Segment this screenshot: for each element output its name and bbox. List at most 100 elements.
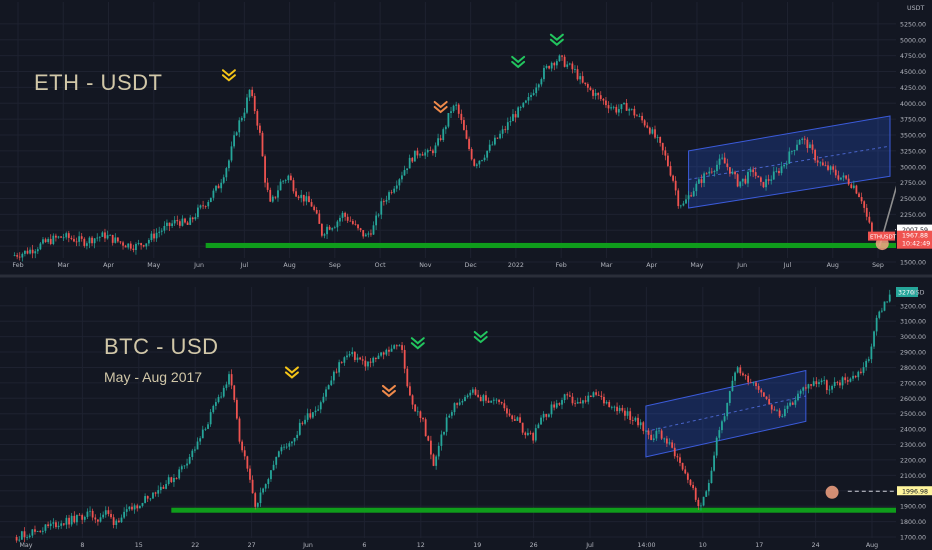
eth-candle-body: [700, 179, 703, 183]
btc-candle-body: [844, 377, 847, 381]
eth-candle-body: [628, 109, 631, 111]
btc-candle-body: [123, 511, 126, 518]
btc-candle-body: [298, 422, 301, 435]
btc-candle-body: [786, 405, 789, 409]
eth-candle-body: [36, 249, 39, 252]
eth-last-price-label: 1967.88: [902, 233, 928, 240]
eth-candle-body: [759, 177, 762, 182]
eth-candle-body: [220, 182, 223, 189]
btc-candle-body: [388, 349, 390, 352]
btc-candle-body: [241, 441, 244, 451]
btc-candle-body: [527, 432, 529, 436]
btc-x-tick-label: Jun: [302, 542, 313, 549]
eth-candle-body: [341, 212, 344, 218]
btc-candle-body: [836, 381, 839, 383]
eth-candle-body: [173, 220, 176, 224]
eth-chevron-stroke: [433, 100, 448, 109]
btc-candle-body: [94, 517, 97, 520]
eth-candle-body: [145, 243, 148, 247]
btc-candle-body: [86, 511, 89, 517]
btc-candle-body: [41, 530, 44, 532]
eth-candle-body: [287, 175, 290, 181]
eth-chart-title: ETH - USDT: [34, 70, 163, 95]
eth-candle-body: [682, 203, 685, 206]
eth-candle-body: [819, 162, 822, 164]
btc-candle-body: [810, 384, 812, 386]
eth-y-tick-label: 3000.00: [900, 164, 926, 171]
btc-candle-body: [188, 456, 191, 464]
btc-candle-body: [62, 523, 65, 525]
eth-candle-body: [271, 196, 274, 202]
eth-candle-body: [96, 237, 99, 239]
btc-candle-body: [673, 447, 676, 457]
btc-candle-body: [797, 393, 799, 401]
eth-candle-body: [858, 193, 860, 198]
btc-candle-body: [534, 428, 537, 441]
eth-candle-body: [191, 217, 194, 220]
btc-candle-body: [91, 510, 94, 518]
eth-candle-body: [277, 190, 279, 198]
eth-candle-body: [615, 106, 618, 113]
eth-countdown-label: 10:42:49: [902, 241, 930, 248]
btc-x-tick-label: 19: [473, 542, 481, 549]
btc-candle-body: [414, 404, 417, 412]
eth-candle-body: [357, 224, 359, 229]
btc-candle-body: [710, 470, 713, 484]
eth-candle-body: [625, 102, 628, 111]
eth-candle-body: [827, 165, 829, 170]
eth-candle-body: [313, 206, 316, 211]
eth-candle-body: [475, 164, 478, 166]
btc-candle-body: [540, 417, 542, 425]
eth-candle-body: [225, 168, 228, 178]
btc-candle-body: [665, 438, 668, 444]
btc-candle-body: [684, 469, 687, 474]
eth-candle-body: [803, 138, 806, 140]
btc-y-tick-label: 2900.00: [900, 350, 926, 357]
btc-chevron-stroke: [410, 337, 425, 345]
eth-candle-body: [67, 233, 70, 238]
btc-candle-body: [204, 428, 207, 430]
btc-candle-body: [768, 399, 771, 405]
eth-candle-body: [739, 181, 742, 187]
eth-candle-body: [455, 104, 458, 106]
eth-candle-body: [437, 138, 439, 146]
btc-candle-body: [799, 390, 802, 394]
eth-candle-body: [49, 238, 52, 244]
btc-candle-body: [325, 389, 327, 397]
eth-candle-body: [419, 154, 421, 156]
btc-chevron-marker: [473, 330, 488, 344]
btc-candle-body: [755, 382, 757, 387]
btc-candle-body: [773, 409, 776, 411]
btc-candle-body: [804, 387, 807, 389]
btc-candle-body: [430, 440, 432, 455]
eth-candle-body: [620, 104, 623, 110]
btc-candle-body: [445, 417, 448, 432]
btc-x-tick-label: 15: [135, 542, 143, 549]
eth-y-tick-label: 4750.00: [900, 53, 926, 60]
btc-candle-body: [553, 404, 556, 408]
eth-candle-body: [605, 100, 607, 106]
btc-candle-body: [783, 408, 786, 417]
eth-candle-body: [370, 233, 372, 235]
btc-candle-body: [566, 394, 569, 396]
btc-candle-body: [52, 522, 55, 524]
btc-candle-body: [199, 438, 202, 442]
btc-candle-body: [26, 537, 29, 538]
btc-candle-body: [343, 357, 346, 363]
eth-y-tick-label: 4500.00: [900, 69, 926, 76]
eth-last-price-bg: [897, 230, 932, 249]
btc-candle-body: [686, 473, 689, 480]
eth-candle-body: [93, 238, 96, 244]
eth-candle-body: [537, 84, 540, 88]
btc-candle-body: [458, 402, 461, 405]
btc-candle-body: [860, 371, 862, 373]
btc-candle-body: [186, 463, 188, 466]
btc-candle-body: [372, 357, 375, 363]
btc-candle-body: [173, 478, 175, 483]
btc-candle-body: [857, 371, 860, 378]
btc-candle-body: [854, 375, 857, 378]
btc-candle-body: [31, 529, 34, 536]
btc-candle-body: [65, 517, 68, 525]
btc-candle-body: [658, 430, 660, 432]
